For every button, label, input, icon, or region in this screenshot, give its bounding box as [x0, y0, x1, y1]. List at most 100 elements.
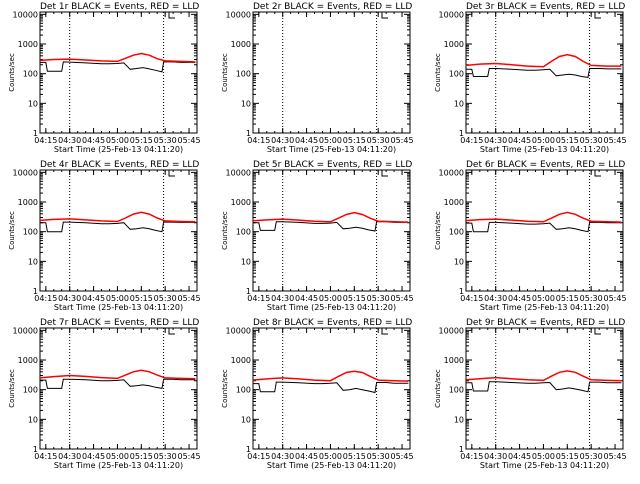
- x-tick-label: 05:30: [580, 294, 603, 303]
- x-tick-label: 04:45: [295, 136, 318, 145]
- x-tick-label: 05:45: [178, 136, 201, 145]
- x-axis-label: Start Time (25-Feb-13 04:11:20): [480, 461, 609, 470]
- y-tick-label: 100: [23, 70, 38, 79]
- y-tick-label: 10000: [13, 326, 38, 335]
- plot-frame: [39, 327, 198, 450]
- panel-title: Det 2r BLACK = Events, RED = LLD: [253, 2, 412, 12]
- x-tick-label: 04:15: [34, 452, 57, 461]
- y-tick-label: 1000: [444, 356, 464, 365]
- y-tick-label: 10000: [13, 10, 38, 19]
- y-tick-label: 10000: [439, 326, 464, 335]
- y-tick-label: 100: [449, 70, 464, 79]
- x-tick-label: 05:00: [319, 294, 342, 303]
- y-tick-label: 1: [246, 129, 251, 138]
- x-tick-label: 05:15: [343, 452, 366, 461]
- panel-det-3: Det 3r BLACK = Events, RED = LLD 1 10 100 10…: [434, 2, 627, 154]
- x-tick-label: 04:15: [247, 136, 270, 145]
- y-axis-label: Counts/sec: [8, 369, 16, 408]
- x-tick-label: 04:45: [82, 294, 105, 303]
- panel-det-2: Det 2r BLACK = Events, RED = LLD 1 10 100 10…: [221, 2, 414, 154]
- lld-series-line: [466, 211, 622, 223]
- panel-det-7: Det 7r BLACK = Events, RED = LLD 1 10 100 10…: [8, 318, 201, 470]
- x-tick-label: 05:00: [106, 452, 129, 461]
- y-tick-label: 1: [33, 129, 38, 138]
- y-axis-label: Counts/sec: [434, 53, 442, 92]
- x-tick-label: 05:00: [532, 452, 555, 461]
- y-axis-label: Counts/sec: [8, 53, 16, 92]
- x-tick-label: 05:15: [130, 452, 153, 461]
- events-series-line: [40, 221, 196, 233]
- x-tick-label: 05:00: [319, 452, 342, 461]
- x-axis-label: Start Time (25-Feb-13 04:11:20): [54, 303, 183, 312]
- x-tick-label: 04:45: [508, 294, 531, 303]
- panel-title: Det 5r BLACK = Events, RED = LLD: [253, 160, 412, 170]
- x-tick-label: 04:45: [508, 452, 531, 461]
- y-tick-label: 10000: [439, 10, 464, 19]
- panel-title: Det 7r BLACK = Events, RED = LLD: [40, 318, 199, 328]
- y-axis-label: Counts/sec: [221, 211, 229, 250]
- panel-det-6: Det 6r BLACK = Events, RED = LLD 1 10 100 10…: [434, 160, 627, 312]
- x-tick-label: 04:45: [82, 136, 105, 145]
- x-tick-label: 04:15: [460, 294, 483, 303]
- x-tick-label: 05:45: [391, 136, 414, 145]
- x-tick-label: 05:15: [130, 294, 153, 303]
- plot-frame: [252, 169, 411, 292]
- y-tick-label: 10000: [226, 326, 251, 335]
- events-series-line: [40, 378, 196, 389]
- y-tick-label: 10: [454, 415, 464, 424]
- x-tick-label: 05:00: [106, 294, 129, 303]
- y-tick-label: 1: [33, 445, 38, 454]
- x-tick-label: 05:45: [391, 294, 414, 303]
- y-tick-label: 1000: [231, 198, 251, 207]
- x-tick-label: 05:30: [367, 452, 390, 461]
- x-axis-label: Start Time (25-Feb-13 04:11:20): [267, 461, 396, 470]
- y-tick-label: 10000: [439, 168, 464, 177]
- lld-series-line: [466, 53, 622, 68]
- x-axis-label: Start Time (25-Feb-13 04:11:20): [54, 461, 183, 470]
- y-axis-label: Counts/sec: [434, 369, 442, 408]
- panel-title: Det 1r BLACK = Events, RED = LLD: [40, 2, 199, 12]
- corner-marker: [381, 328, 388, 335]
- x-tick-label: 05:45: [391, 452, 414, 461]
- y-tick-label: 100: [236, 386, 251, 395]
- panel-title: Det 6r BLACK = Events, RED = LLD: [466, 160, 625, 170]
- events-series-line: [466, 381, 622, 393]
- y-tick-label: 10: [28, 257, 38, 266]
- panel-det-4: Det 4r BLACK = Events, RED = LLD 1 10 100 10…: [8, 160, 201, 312]
- x-tick-label: 05:45: [604, 452, 627, 461]
- y-tick-label: 100: [236, 228, 251, 237]
- x-tick-label: 04:15: [460, 452, 483, 461]
- x-tick-label: 05:15: [343, 294, 366, 303]
- x-tick-label: 04:30: [484, 294, 507, 303]
- x-tick-label: 05:15: [556, 294, 579, 303]
- y-tick-label: 100: [23, 228, 38, 237]
- x-tick-label: 05:30: [154, 294, 177, 303]
- x-tick-label: 04:30: [58, 136, 81, 145]
- x-axis-label: Start Time (25-Feb-13 04:11:20): [267, 303, 396, 312]
- x-axis-label: Start Time (25-Feb-13 04:11:20): [480, 145, 609, 154]
- x-tick-label: 04:30: [58, 294, 81, 303]
- events-series-line: [40, 61, 196, 73]
- y-tick-label: 10: [28, 415, 38, 424]
- x-axis-label: Start Time (25-Feb-13 04:11:20): [267, 145, 396, 154]
- y-tick-label: 1000: [231, 40, 251, 49]
- lld-series-line: [466, 370, 622, 382]
- x-tick-label: 04:45: [508, 136, 531, 145]
- plot-frame: [465, 169, 624, 292]
- y-tick-label: 10: [241, 257, 251, 266]
- x-tick-label: 05:45: [178, 452, 201, 461]
- x-tick-label: 05:15: [343, 136, 366, 145]
- x-tick-label: 04:15: [34, 294, 57, 303]
- x-tick-label: 05:45: [604, 294, 627, 303]
- y-tick-label: 10: [28, 99, 38, 108]
- x-tick-label: 04:30: [271, 452, 294, 461]
- panel-det-9: Det 9r BLACK = Events, RED = LLD 1 10 100 10…: [434, 318, 627, 470]
- x-tick-label: 04:15: [34, 136, 57, 145]
- x-tick-label: 04:30: [484, 452, 507, 461]
- corner-marker: [168, 328, 175, 335]
- x-tick-label: 04:45: [295, 294, 318, 303]
- y-tick-label: 1: [459, 287, 464, 296]
- x-tick-label: 05:45: [178, 294, 201, 303]
